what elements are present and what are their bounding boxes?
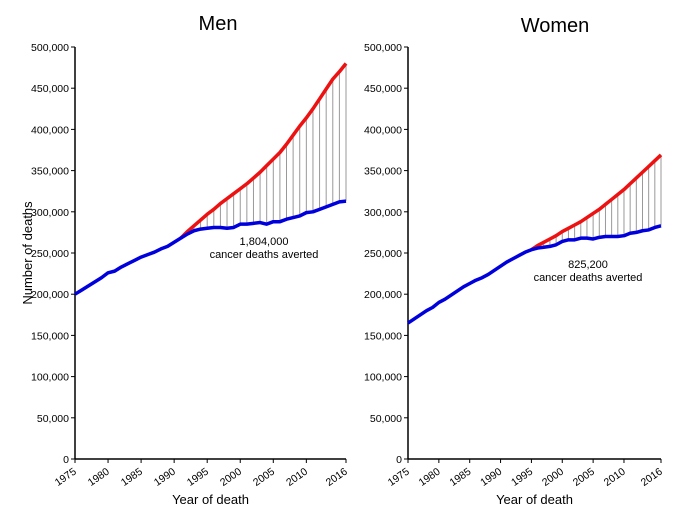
y-tick-label: 250,000	[31, 248, 69, 260]
y-tick-label: 150,000	[31, 330, 69, 342]
x-tick-label: 2010	[284, 466, 310, 489]
x-tick-label: 1980	[86, 466, 112, 489]
y-tick-label: 500,000	[364, 42, 402, 54]
x-tick-label: 2016	[639, 466, 665, 489]
x-tick-label: 2010	[602, 466, 628, 489]
y-tick-label: 50,000	[37, 413, 69, 425]
chart-title: Women	[521, 15, 590, 37]
y-tick-label: 450,000	[364, 83, 402, 95]
annotation-value: 1,804,000	[240, 236, 289, 248]
series-expected	[179, 62, 348, 240]
y-tick-label: 400,000	[31, 124, 69, 136]
annotation-value: 825,200	[568, 259, 608, 271]
x-tick-label: 1975	[53, 466, 79, 489]
x-tick-label: 1985	[447, 466, 473, 489]
y-tick-label: 350,000	[364, 166, 402, 178]
y-tick-label: 350,000	[31, 166, 69, 178]
x-axis-label: Year of death	[496, 492, 573, 507]
x-tick-label: 1995	[509, 466, 535, 489]
x-axis-label: Year of death	[172, 492, 249, 507]
y-axis-label: Number of deaths	[20, 201, 35, 305]
y-tick-label: 300,000	[364, 207, 402, 219]
panel-men: Men 0 50,000 100,000 150,000 200,000 250,000 30…	[31, 13, 350, 507]
y-tick-label: 0	[396, 454, 402, 466]
x-tick-label: 2000	[540, 466, 566, 489]
x-tick-label: 2016	[324, 466, 350, 489]
chart-title: Men	[199, 13, 238, 35]
panel-women: Women 0 50,000 100,000 150,000 200,000 250,000…	[364, 15, 665, 507]
y-tick-label: 500,000	[31, 42, 69, 54]
x-tick-label: 1980	[417, 466, 443, 489]
y-tick-label: 0	[63, 454, 69, 466]
y-tick-label: 400,000	[364, 124, 402, 136]
x-tick-label: 1990	[152, 466, 178, 489]
y-tick-label: 200,000	[31, 289, 69, 301]
annotation-text: cancer deaths averted	[210, 249, 319, 261]
series-observed	[74, 199, 347, 296]
annotation-text: cancer deaths averted	[534, 272, 643, 284]
y-tick-label: 450,000	[31, 83, 69, 95]
x-tick-label: 2000	[218, 466, 244, 489]
y-tick-label: 100,000	[31, 372, 69, 384]
y-tick-label: 200,000	[364, 289, 402, 301]
x-tick-label: 1975	[386, 466, 412, 489]
series-observed	[407, 224, 662, 325]
x-tick-label: 2005	[251, 466, 277, 489]
x-tick-label: 2005	[571, 466, 597, 489]
y-tick-label: 100,000	[364, 372, 402, 384]
series-expected	[530, 153, 663, 252]
y-tick-label: 50,000	[370, 413, 402, 425]
x-tick-label: 1995	[185, 466, 211, 489]
y-tick-label: 150,000	[364, 330, 402, 342]
y-tick-label: 250,000	[364, 248, 402, 260]
y-tick-label: 300,000	[31, 207, 69, 219]
x-tick-label: 1990	[478, 466, 504, 489]
x-tick-label: 1985	[119, 466, 145, 489]
